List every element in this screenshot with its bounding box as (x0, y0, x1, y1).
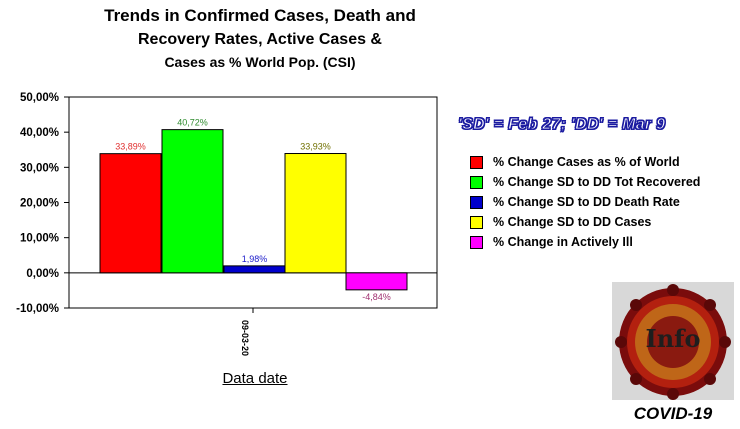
data-label: 33,89% (115, 142, 146, 152)
badge-text: Info (645, 324, 701, 353)
virus-icon (615, 284, 731, 400)
y-tick-label: -10,00% (16, 303, 59, 315)
data-label: 40,72% (177, 118, 208, 128)
legend-label: % Change SD to DD Cases (493, 215, 652, 229)
badge-caption: COVID-19 (633, 404, 713, 423)
legend-swatch (470, 155, 483, 169)
chart-title-line-2: Recovery Rates, Active Cases & (138, 31, 382, 48)
bar (223, 265, 286, 274)
legend-item: % Change in Actively Ill (470, 232, 700, 252)
legend-item: % Change SD to DD Cases (470, 212, 700, 232)
bar (284, 153, 347, 274)
legend-label: % Change Cases as % of World (493, 155, 680, 169)
legend-swatch (470, 215, 483, 229)
covid-info-badge: Info (612, 282, 734, 400)
x-tick-label: 09-03-20 (240, 320, 250, 357)
legend-item: % Change SD to DD Death Rate (470, 192, 700, 212)
chart-title-line-1: Trends in Confirmed Cases, Death and (104, 6, 416, 25)
y-tick-label: 50,00% (20, 92, 59, 104)
data-label: 33,93% (300, 142, 331, 152)
y-tick-label: 0,00% (26, 268, 59, 280)
y-tick-label: 20,00% (20, 198, 59, 210)
chart-title-line-3: Cases as % World Pop. (CSI) (164, 54, 356, 70)
date-definition-note: 'SD' = Feb 27; 'DD' = Mar 9 (457, 116, 666, 134)
bar (161, 129, 224, 274)
y-tick-label: 40,00% (20, 127, 59, 139)
x-axis-label: Data date (222, 370, 288, 387)
legend-item: % Change Cases as % of World (470, 152, 700, 172)
data-label: 1,98% (242, 254, 268, 264)
y-tick-label: 10,00% (20, 233, 59, 245)
legend-label: % Change SD to DD Death Rate (493, 195, 680, 209)
legend-swatch (470, 195, 483, 209)
bar (99, 153, 162, 274)
data-label: -4,84% (362, 292, 391, 302)
legend-label: % Change in Actively Ill (493, 235, 633, 249)
y-tick-label: 30,00% (20, 162, 59, 174)
chart-legend: % Change Cases as % of World % Change SD … (470, 152, 700, 252)
legend-swatch (470, 175, 483, 189)
legend-label: % Change SD to DD Tot Recovered (493, 175, 701, 189)
legend-item: % Change SD to DD Tot Recovered (470, 172, 700, 192)
bar (345, 272, 408, 291)
legend-swatch (470, 235, 483, 249)
